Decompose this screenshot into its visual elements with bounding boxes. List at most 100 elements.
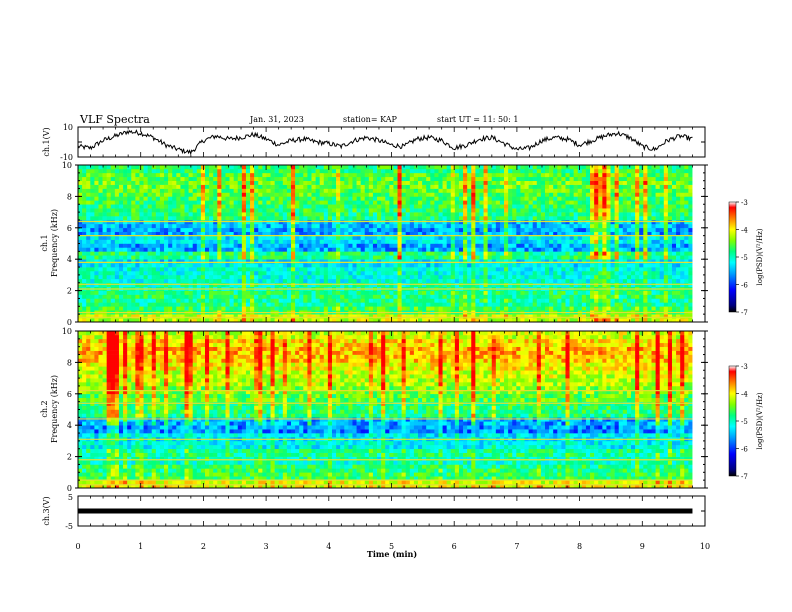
spectrogram-cell	[590, 227, 595, 233]
spectrogram-cell	[315, 314, 320, 319]
spectrogram-cell	[397, 247, 402, 252]
spectrogram-cell	[368, 278, 374, 284]
spectrogram-cell	[540, 243, 546, 248]
spectrogram-cell	[688, 227, 693, 233]
spectrogram-cell	[393, 239, 398, 244]
spectrogram-cell	[458, 259, 464, 264]
spectrogram-cell	[286, 270, 292, 276]
spectrogram-cell	[168, 298, 173, 303]
spectrogram-cell	[135, 278, 140, 284]
spectrogram-cell	[356, 196, 361, 201]
spectrogram-cell	[340, 259, 345, 264]
spectrogram-cell	[250, 270, 255, 276]
spectrogram-cell	[602, 278, 607, 284]
spectrogram-cell	[540, 216, 546, 221]
spectrogram-cell	[299, 270, 304, 276]
spectrogram-cell	[528, 267, 533, 272]
spectrogram-cell	[491, 270, 497, 276]
spectrogram-cell	[516, 216, 521, 221]
spectrogram-cell	[360, 259, 366, 264]
spectrogram-cell	[303, 314, 308, 319]
spectrogram-cell	[573, 270, 579, 276]
spectrogram-cell	[585, 239, 591, 244]
spectrogram-cell	[409, 212, 415, 217]
spectrogram-cell	[614, 243, 620, 248]
spectrogram-cell	[82, 208, 87, 213]
spectrogram-cell	[204, 204, 210, 209]
spectrogram-cell	[483, 259, 488, 264]
spectrogram-cell	[336, 243, 341, 248]
spectrogram-cell	[659, 192, 665, 197]
spectrogram-cell	[594, 231, 599, 236]
spectrogram-cell	[528, 231, 533, 236]
spectrogram-cell	[520, 314, 525, 319]
spectrogram-cell	[671, 247, 677, 252]
spectrogram-cell	[86, 204, 91, 209]
spectrogram-cell	[184, 247, 189, 252]
spectrogram-cell	[585, 259, 591, 264]
spectrogram-cell	[352, 192, 357, 197]
spectrogram-cell	[184, 314, 189, 319]
spectrogram-cell	[278, 208, 284, 213]
spectrogram-cell	[573, 208, 579, 213]
spectrogram-cell	[147, 208, 153, 213]
spectrogram-cell	[176, 227, 181, 233]
spectrogram-cell	[590, 290, 595, 295]
spectrogram-cell	[663, 208, 669, 213]
spectrogram-cell	[483, 294, 488, 299]
spectrogram-cell	[348, 318, 353, 323]
spectrogram-cell	[446, 239, 452, 244]
spectrogram-cell	[360, 318, 366, 323]
spectrogram-cell	[184, 239, 189, 244]
spectrogram-cell	[110, 243, 116, 248]
spectrogram-cell	[331, 231, 337, 236]
spectrogram-cell	[639, 263, 644, 268]
spectrogram-cell	[618, 270, 624, 276]
spectrogram-cell	[504, 204, 509, 209]
spectrogram-cell	[98, 278, 103, 284]
spectrogram-cell	[233, 200, 239, 205]
spectrogram-cell	[684, 212, 689, 217]
spectrogram-cell	[639, 251, 644, 256]
spectrogram-cell	[225, 255, 230, 260]
spectrogram-cell	[475, 192, 480, 197]
spectrogram-cell	[266, 227, 271, 233]
spectrogram-cell	[127, 223, 132, 229]
spectrogram-cell	[352, 302, 357, 307]
spectrogram-cell	[401, 235, 407, 240]
spectrogram-cell	[336, 216, 341, 221]
spectrogram-cell	[180, 239, 185, 244]
spectrogram-cell	[532, 302, 538, 307]
spectrogram-cell	[442, 227, 447, 233]
spectrogram-cell	[671, 318, 677, 323]
spectrogram-cell	[381, 204, 386, 209]
spectrogram-cell	[643, 318, 648, 323]
spectrogram-cell	[147, 247, 153, 252]
spectrogram-cell	[676, 259, 681, 264]
spectrogram-cell	[450, 216, 456, 221]
spectrogram-cell	[221, 204, 226, 209]
spectrogram-cell	[250, 231, 255, 236]
spectrogram-cell	[90, 306, 95, 311]
spectrogram-cell	[667, 196, 673, 201]
spectrogram-cell	[413, 314, 419, 319]
spectrogram-cell	[585, 231, 591, 236]
spectrogram-cell	[528, 294, 533, 299]
spectrogram-cell	[196, 247, 202, 252]
spectrogram-cell	[569, 204, 574, 209]
spectrogram-cell	[172, 247, 177, 252]
spectrogram-cell	[397, 223, 402, 229]
spectrogram-cell	[274, 294, 280, 299]
spectrogram-cell	[405, 251, 411, 256]
spectrogram-cell	[200, 192, 206, 197]
spectrogram-cell	[188, 204, 193, 209]
spectrogram-cell	[651, 192, 656, 197]
spectrogram-cell	[250, 278, 255, 284]
spectrogram-cell	[94, 223, 99, 229]
spectrogram-cell	[528, 314, 533, 319]
spectrogram-cell	[356, 255, 361, 260]
spectrogram-cell	[520, 318, 525, 323]
spectrogram-cell	[147, 278, 153, 284]
spectrogram-cell	[528, 243, 533, 248]
spectrogram-cell	[504, 278, 509, 284]
